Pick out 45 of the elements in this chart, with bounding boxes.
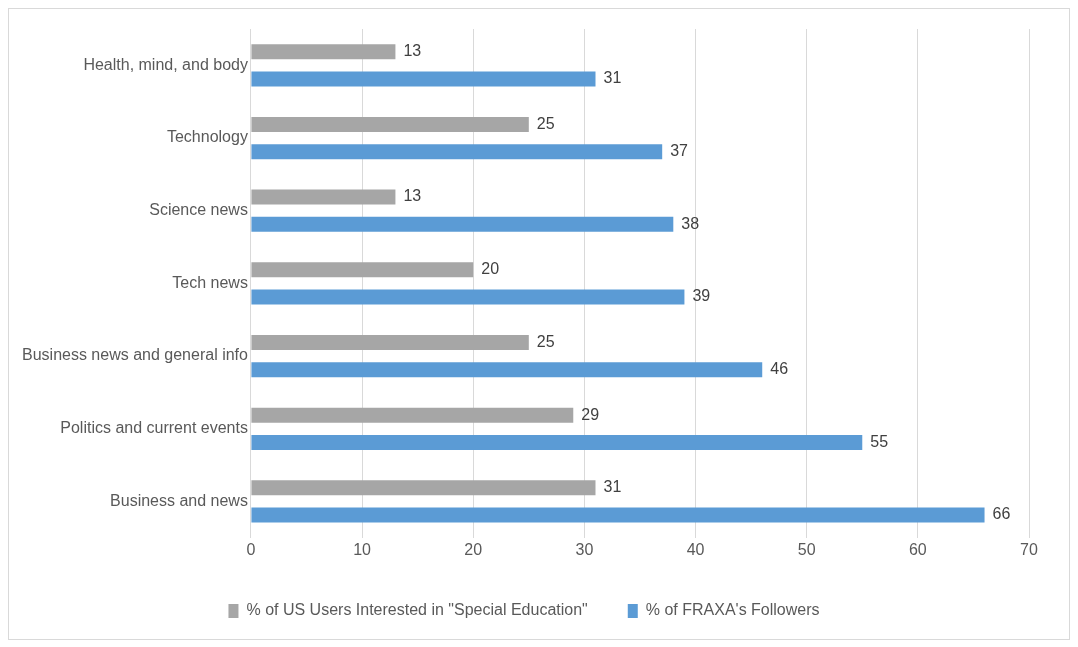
x-tick-label: 70 [1020,540,1038,558]
data-label: 38 [681,214,700,232]
legend-label: % of FRAXA's Followers [645,601,820,619]
x-tick-label: 10 [353,540,372,558]
bar [251,262,474,278]
bar [251,507,985,523]
bar [251,289,685,305]
bar [251,362,763,378]
bar [251,144,663,160]
y-tick-label: Technology [166,128,248,146]
data-label: 39 [692,287,711,305]
y-tick-label: Business news and general info [22,346,249,364]
bar [251,71,596,87]
bar [251,480,596,496]
bar [251,334,529,350]
y-tick-label: Health, mind, and body [83,55,248,73]
data-label: 31 [603,69,622,87]
bar [251,116,529,132]
data-label: 31 [603,478,622,496]
bar [251,407,574,423]
data-label: 20 [481,260,500,278]
bar [251,434,863,450]
data-label: 37 [670,142,689,160]
y-tick-label: Politics and current events [60,419,248,437]
y-tick-label: Business and news [110,491,248,509]
data-label: 25 [536,332,555,350]
y-tick-label: Science news [149,201,248,219]
data-label: 25 [536,114,555,132]
legend-label: % of US Users Interested in "Special Education" [246,601,588,619]
x-tick-label: 40 [686,540,705,558]
bar [251,216,674,232]
bar [251,44,396,60]
data-label: 55 [870,432,889,450]
x-tick-label: 0 [246,540,256,558]
data-label: 13 [403,42,422,60]
data-label: 46 [770,360,789,378]
data-label: 66 [992,505,1011,523]
data-label: 29 [581,405,600,423]
x-tick-label: 50 [797,540,816,558]
x-tick-label: 60 [908,540,927,558]
x-tick-label: 20 [464,540,483,558]
x-tick-label: 30 [575,540,594,558]
data-label: 13 [403,187,422,205]
y-tick-label: Tech news [172,273,248,291]
bar [251,189,396,205]
